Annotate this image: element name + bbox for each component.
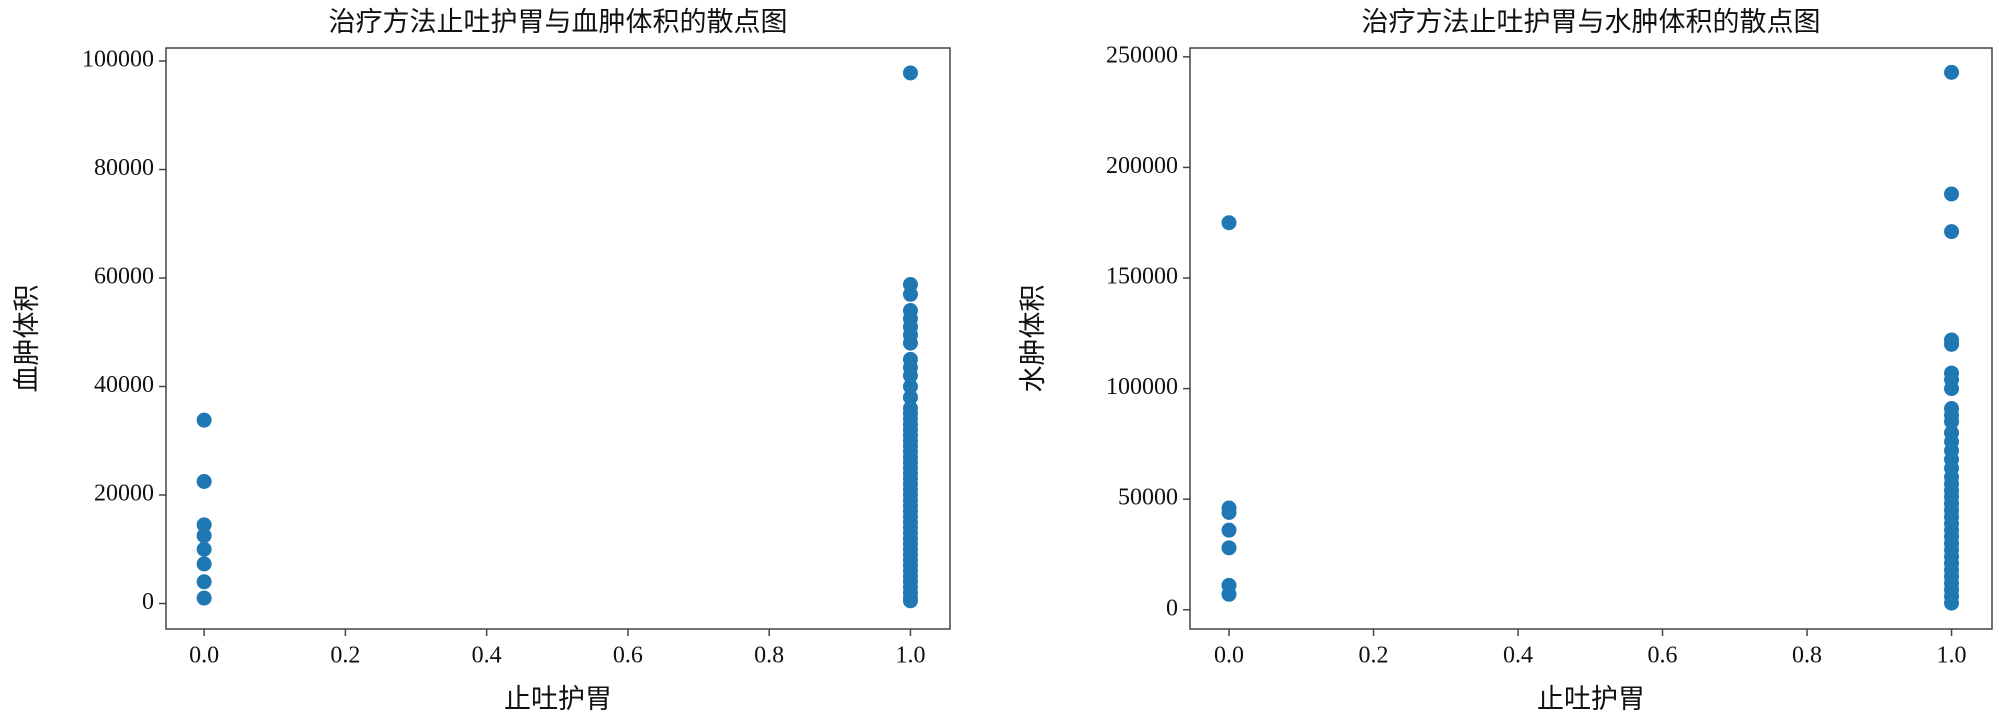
point: [1944, 381, 1960, 397]
y-tick-label: 0: [1166, 595, 1178, 621]
point: [902, 335, 918, 351]
point: [1944, 186, 1960, 202]
y-tick-label: 100000: [1106, 374, 1178, 400]
y-axis-label: 血肿体积: [12, 285, 42, 393]
plot-frame: [1189, 47, 1993, 630]
y-tick-label: 250000: [1106, 42, 1178, 68]
point: [902, 593, 918, 609]
y-tick-label: 20000: [94, 481, 154, 507]
point: [1221, 586, 1237, 602]
point: [196, 412, 212, 428]
point: [196, 541, 212, 557]
x-tick-label: 0.6: [613, 643, 643, 669]
point: [1944, 414, 1960, 430]
point: [196, 590, 212, 606]
x-axis-label: 止吐护胃: [1537, 684, 1645, 714]
point: [196, 517, 212, 533]
point: [1944, 64, 1960, 80]
x-tick-label: 1.0: [895, 643, 925, 669]
x-axis-label: 止吐护胃: [504, 684, 612, 714]
x-tick-label: 0.0: [189, 643, 219, 669]
point: [1944, 336, 1960, 352]
point: [902, 389, 918, 405]
x-tick-label: 0.4: [472, 643, 502, 669]
point: [1221, 215, 1237, 231]
x-tick-label: 0.4: [1503, 643, 1533, 669]
plot-frame: [165, 47, 951, 630]
y-tick-label: 200000: [1106, 153, 1178, 179]
y-tick-label: 100000: [82, 47, 154, 73]
x-tick-label: 0.2: [330, 643, 360, 669]
y-tick-label: 80000: [94, 155, 154, 181]
x-tick-label: 0.0: [1214, 643, 1244, 669]
point: [1944, 595, 1960, 611]
y-tick-label: 0: [142, 589, 154, 615]
y-tick-label: 40000: [94, 372, 154, 398]
x-tick-label: 1.0: [1937, 643, 1967, 669]
y-tick-label: 50000: [1118, 485, 1178, 511]
x-tick-label: 0.6: [1648, 643, 1678, 669]
y-tick-label: 150000: [1106, 264, 1178, 290]
y-axis-label: 水肿体积: [1018, 285, 1048, 393]
x-tick-label: 0.2: [1359, 643, 1389, 669]
point: [902, 286, 918, 302]
point: [902, 368, 918, 384]
point: [1944, 224, 1960, 240]
x-tick-label: 0.8: [754, 643, 784, 669]
point: [196, 574, 212, 590]
point: [196, 556, 212, 572]
x-tick-label: 0.8: [1792, 643, 1822, 669]
point: [196, 528, 212, 544]
point: [902, 65, 918, 81]
y-tick-label: 60000: [94, 264, 154, 290]
point: [1221, 522, 1237, 538]
point: [1221, 504, 1237, 520]
chart-title: 治疗方法止吐护胃与血肿体积的散点图: [329, 7, 788, 37]
chart-title: 治疗方法止吐护胃与水肿体积的散点图: [1362, 7, 1821, 37]
point: [902, 379, 918, 395]
point: [1221, 540, 1237, 556]
point: [196, 473, 212, 489]
